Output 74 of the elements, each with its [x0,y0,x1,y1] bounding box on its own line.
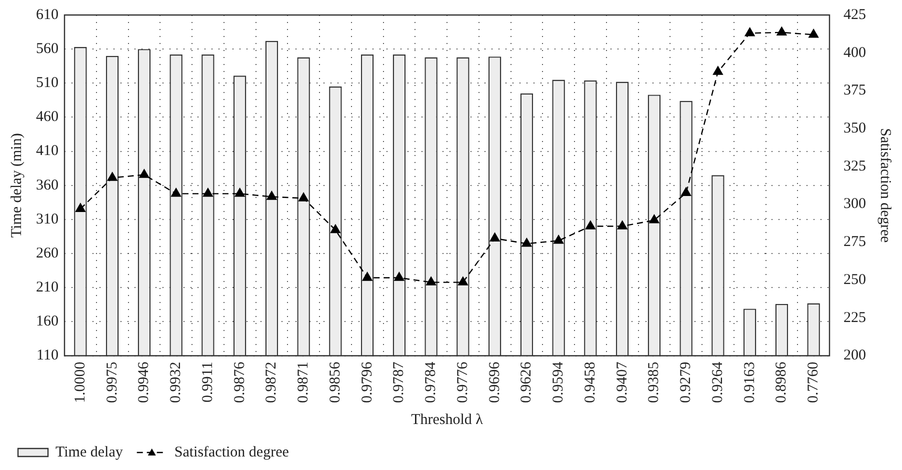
x-tick-label: 0.9932 [168,362,184,403]
x-tick-label: 0.9594 [550,361,566,403]
y-tick-label: 360 [36,177,58,194]
x-tick-label: 0.9458 [582,362,598,403]
y2-tick-label: 300 [844,196,866,212]
point [330,224,340,234]
y2-tick-label: 250 [844,272,866,288]
point [426,276,436,286]
point [458,276,468,286]
point [234,188,245,197]
x-tick-label: 0.9911 [200,362,216,402]
x-axis-title: Threshold λ [411,412,484,428]
point [776,26,787,36]
point [394,272,404,281]
point [649,214,660,224]
y2-tick-label: 350 [844,120,866,137]
y2-axis-title: Satisfaction degree [877,128,894,243]
x-tick-label: 0.9385 [646,362,662,403]
x-tick-label: 0.9776 [454,361,471,403]
x-tick-label: 0.9784 [423,361,439,403]
y2-tick-label: 325 [844,158,866,174]
point [203,188,213,197]
x-tick-label: 0.9946 [136,361,152,403]
y-tick-label: 110 [36,348,58,364]
y-tick-label: 560 [36,41,58,58]
point [266,191,277,200]
y-tick-label: 610 [36,6,58,23]
y2-tick-label: 400 [844,44,866,61]
y-tick-label: 260 [36,245,58,262]
point [298,192,308,202]
y2-tick-label: 200 [844,348,866,364]
legend-label: Satisfaction degree [174,444,290,460]
point [107,172,118,181]
point [681,187,691,196]
y-axis-title: Time delay (min) [8,133,25,238]
y2-tick-label: 225 [844,310,866,326]
y2-tick-label: 375 [844,82,866,99]
point [171,188,181,197]
x-tick-label: 0.7760 [806,362,822,403]
x-tick-label: 1.0000 [72,362,88,403]
y2-tick-label: 275 [844,234,866,250]
point [617,220,628,230]
x-tick-label: 0.9279 [678,362,694,403]
x-tick-label: 0.8986 [774,361,790,403]
x-tick-label: 0.9975 [104,362,120,403]
point [554,235,564,244]
y-tick-label: 210 [36,280,58,296]
y-tick-label: 510 [36,75,58,92]
x-tick-label: 0.9407 [614,361,630,403]
y-tick-label: 410 [36,143,58,160]
point [522,238,532,247]
point [139,169,150,178]
point [713,66,723,75]
point [362,272,372,281]
point [76,203,86,212]
x-tick-label: 0.9787 [391,361,408,403]
x-tick-label: 0.9871 [296,362,312,403]
x-tick-label: 0.9626 [518,361,535,403]
x-tick-label: 0.9163 [742,362,758,403]
x-tick-label: 0.9264 [710,361,726,403]
y2-tick-label: 425 [844,6,866,23]
point [744,28,755,36]
x-tick-label: 0.9872 [264,362,280,403]
y-tick-label: 310 [36,211,58,228]
point [490,232,500,242]
x-tick-label: 0.9876 [232,361,248,403]
legend-label: Time delay [56,444,124,460]
y-tick-label: 160 [36,314,58,330]
x-tick-label: 0.9856 [327,361,344,403]
y-tick-label: 460 [36,109,58,126]
x-tick-label: 0.9796 [359,361,376,403]
point [586,220,596,230]
x-tick-label: 0.9696 [486,361,503,403]
point [808,29,818,38]
